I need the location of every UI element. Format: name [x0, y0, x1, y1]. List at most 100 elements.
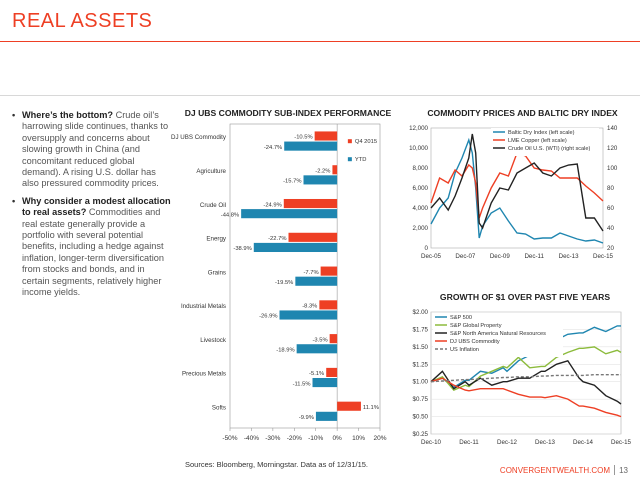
category-label: Energy — [206, 236, 227, 243]
bullet-item: • Where’s the bottom? Crude oil’s harrow… — [12, 110, 172, 190]
legend-label: Q4 2015 — [355, 139, 377, 145]
y-tick-label: 8,000 — [413, 165, 429, 172]
category-label: Industrial Metals — [181, 303, 226, 310]
page-number: 13 — [619, 466, 628, 475]
y-tick-label: 10,000 — [409, 145, 428, 152]
legend-box — [491, 128, 599, 156]
plot-frame — [229, 123, 381, 429]
x-tick-label: -30% — [265, 435, 280, 442]
legend-label: Baltic Dry Index (left scale) — [508, 130, 575, 136]
x-tick-label: -20% — [287, 435, 302, 442]
legend-label: LME Copper (left scale) — [508, 138, 567, 144]
data-label: -7.7% — [303, 270, 318, 276]
category-label: Precious Metals — [182, 371, 226, 378]
bullet-marker: • — [12, 195, 16, 206]
bar — [314, 131, 338, 141]
bar — [320, 266, 338, 276]
growth-chart-title: GROWTH OF $1 OVER PAST FIVE YEARS — [439, 292, 611, 302]
y-tick-label: $1.75 — [413, 326, 429, 333]
bar — [241, 209, 338, 219]
x-tick-label: -40% — [244, 435, 259, 442]
bullet-list: • Where’s the bottom? Crude oil’s harrow… — [12, 110, 172, 305]
legend-label: S&P 500 — [450, 315, 472, 321]
bar — [284, 141, 338, 151]
x-tick-label: Dec-11 — [459, 439, 479, 446]
bar — [319, 300, 338, 310]
data-label: -10.5% — [294, 135, 312, 141]
category-label: Livestock — [200, 337, 227, 344]
y-right-tick-label: 40 — [607, 225, 614, 232]
data-label: -22.7% — [268, 236, 286, 242]
y-tick-label: 6,000 — [413, 185, 429, 192]
x-tick-label: 20% — [373, 435, 386, 442]
y-right-tick-label: 20 — [607, 245, 614, 252]
bar — [283, 198, 338, 209]
legend-label: S&P North America Natural Resources — [450, 331, 546, 337]
y-tick-label: 0 — [425, 245, 429, 252]
footer-brand-link[interactable]: CONVERGENTWEALTH.COM — [499, 466, 610, 475]
bullet-text: Why consider a modest allocation to real… — [22, 196, 172, 299]
x-tick-label: Dec-05 — [421, 253, 442, 260]
x-tick-label: Dec-09 — [490, 253, 511, 260]
bar — [312, 377, 338, 388]
footer-divider — [614, 465, 615, 475]
x-tick-label: Dec-07 — [455, 253, 476, 260]
category-label: Softs — [212, 404, 226, 411]
series-line — [430, 152, 604, 219]
x-tick-label: Dec-15 — [611, 439, 632, 446]
legend-swatch — [347, 157, 352, 162]
y-tick-label: $0.25 — [413, 431, 429, 438]
y-tick-label: $0.50 — [413, 414, 429, 421]
x-tick-label: Dec-15 — [593, 253, 614, 260]
data-label: -24.7% — [264, 145, 282, 151]
series-line — [430, 133, 604, 232]
data-label: -5.1% — [309, 371, 324, 377]
y-tick-label: 4,000 — [413, 205, 429, 212]
bar — [332, 165, 338, 175]
bullet-marker: • — [12, 110, 16, 120]
y-tick-label: $2.00 — [413, 309, 429, 316]
bar — [329, 334, 338, 344]
series-line — [430, 346, 622, 391]
source-footnote: Sources: Bloomberg, Morningstar. Data as… — [185, 460, 369, 469]
data-label: -15.7% — [283, 179, 301, 185]
data-label: -44.8% — [221, 212, 239, 218]
bar — [253, 242, 338, 253]
data-label: -26.9% — [259, 314, 277, 320]
data-label: -18.9% — [276, 348, 294, 354]
y-tick-label: $1.25 — [413, 361, 429, 368]
category-label: Grains — [208, 269, 226, 276]
series-line — [430, 373, 621, 383]
bar-chart-title: DJ UBS COMMODITY SUB-INDEX PERFORMANCE — [184, 108, 392, 118]
data-label: -11.5% — [293, 381, 311, 387]
y-tick-label: 2,000 — [413, 225, 429, 232]
x-tick-label: Dec-14 — [573, 439, 594, 446]
category-label: DJ UBS Commodity — [171, 134, 227, 141]
y-right-tick-label: 60 — [607, 205, 614, 212]
bar-chart: -50% -40% -30% -20% -10% 0% 10% 20% DJ UBS Commo… — [171, 123, 387, 442]
bar — [326, 367, 338, 377]
series-line — [430, 359, 622, 405]
series-line — [430, 137, 604, 244]
category-label: Agriculture — [196, 168, 226, 175]
legend-swatch — [347, 139, 352, 144]
bullet-text: Where’s the bottom? Crude oil’s harrowin… — [22, 110, 172, 190]
legend-box — [433, 313, 563, 357]
commodity-line-chart: 0 2,000 4,000 6,000 8,000 10,000 12,000 20 40 60 8… — [409, 125, 618, 260]
category-label: Crude Oil — [200, 202, 226, 209]
x-tick-label: 0% — [332, 435, 342, 442]
legend-label: Crude Oil U.S. (WTI) (right scale) — [508, 146, 591, 152]
data-label: 11.1% — [363, 405, 379, 411]
x-tick-label: Dec-11 — [524, 253, 544, 260]
x-tick-label: 10% — [352, 435, 365, 442]
bullet-body: Crude oil’s harrowing slide continues, t… — [22, 110, 169, 189]
bar — [288, 232, 338, 242]
data-label: -19.5% — [275, 280, 293, 286]
legend-label: US Inflation — [450, 347, 479, 353]
legend-label: S&P Global Property — [450, 323, 502, 329]
bar — [337, 401, 361, 411]
bullet-heading: Where’s the bottom? — [22, 110, 114, 120]
bullet-body: Commodities and real estate generally pr… — [22, 207, 164, 298]
data-label: -24.9% — [263, 202, 281, 208]
growth-line-chart: $0.25 $0.50 $0.75 $1.00 $1.25 $1.50 $1.75 $2.00… — [413, 309, 632, 446]
